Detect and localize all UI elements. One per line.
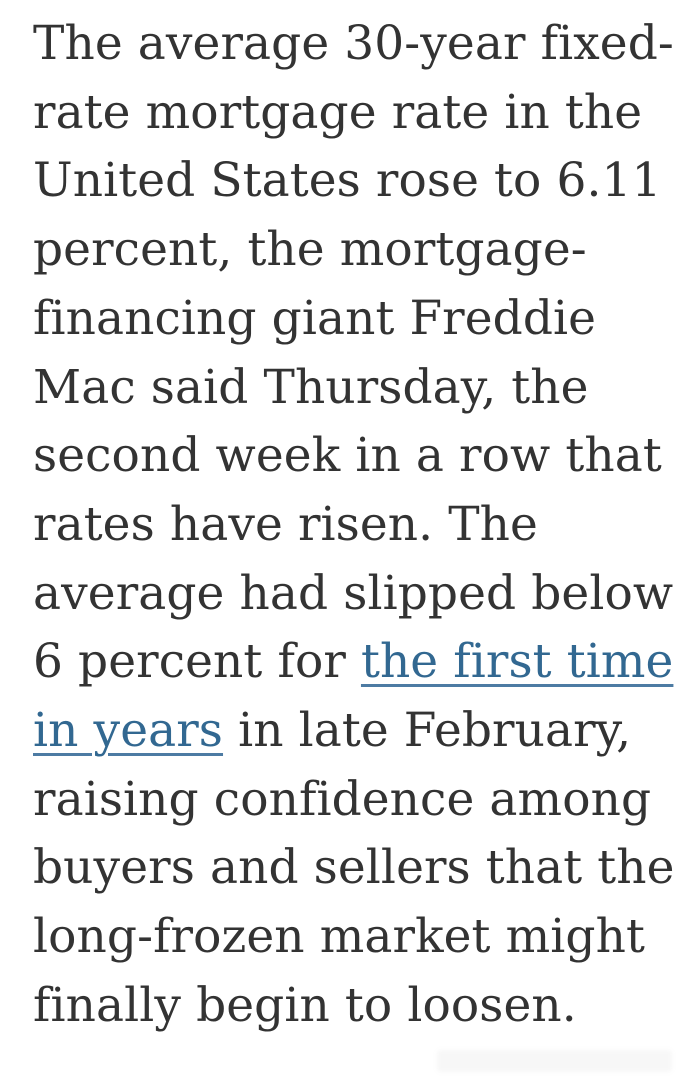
paragraph-text: second week in a row that [33,428,662,484]
paragraph-line: rates have risen. The [33,491,678,560]
article-paragraph: The average 30-year fixed-rate mortgage … [33,10,678,1041]
paragraph-text: The average 30-year fixed- [33,16,674,71]
paragraph-line: second week in a row that [33,422,678,491]
paragraph-line: buyers and sellers that the [33,834,678,903]
paragraph-text: long-frozen market might [33,909,645,965]
paragraph-line: long-frozen market might [33,903,678,972]
paragraph-line: The average 30-year fixed- [33,10,678,79]
paragraph-line: 6 percent for the first time [33,628,678,697]
paragraph-text: 6 percent for [33,634,361,690]
paragraph-line: in years in late February, [33,697,678,766]
paragraph-text: in late February, [223,703,632,759]
paragraph-text: rate mortgage rate in the [33,84,643,140]
paragraph-line: United States rose to 6.11 [33,147,678,216]
paragraph-line: finally begin to loosen. [33,972,678,1041]
first-time-in-years-link[interactable]: in years [33,703,224,759]
paragraph-line: financing giant Freddie [33,285,678,354]
paragraph-text: finally begin to loosen. [33,977,577,1033]
paragraph-text: Mac said Thursday, the [33,359,589,415]
paragraph-text: United States rose to 6.11 [33,153,662,209]
paragraph-text: raising confidence among [33,771,652,827]
paragraph-line: percent, the mortgage- [33,216,678,285]
faint-watermark [437,1050,672,1072]
paragraph-text: average had slipped below [33,565,674,621]
paragraph-line: average had slipped below [33,560,678,629]
first-time-in-years-link[interactable]: the first time [360,634,674,690]
paragraph-text: financing giant Freddie [33,290,597,346]
paragraph-line: Mac said Thursday, the [33,354,678,423]
paragraph-text: buyers and sellers that the [33,840,675,896]
paragraph-text: percent, the mortgage- [33,222,587,278]
paragraph-text: rates have risen. The [33,496,538,552]
paragraph-line: raising confidence among [33,766,678,835]
paragraph-line: rate mortgage rate in the [33,79,678,148]
